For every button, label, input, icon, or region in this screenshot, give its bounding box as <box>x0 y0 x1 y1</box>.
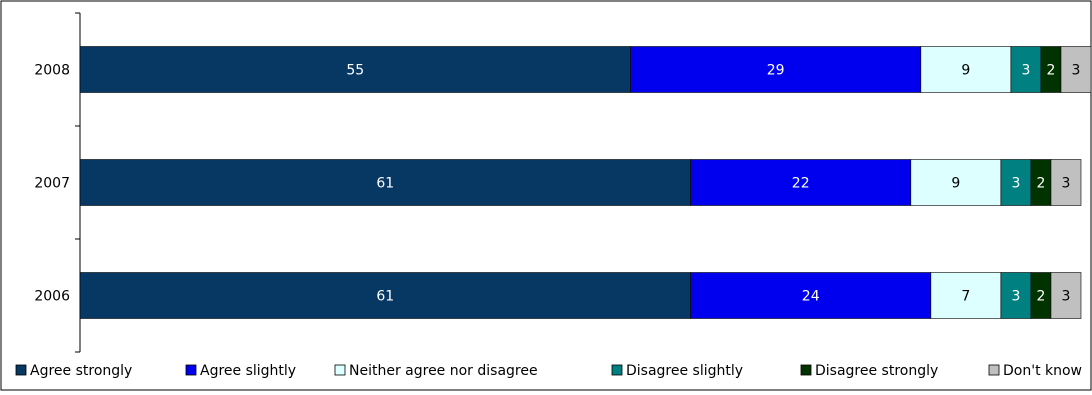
legend-label: Disagree strongly <box>815 363 938 379</box>
bar-data-label: 3 <box>1062 176 1071 192</box>
legend-swatch <box>611 364 623 376</box>
bar-segment <box>930 272 1002 319</box>
bar-segment <box>630 46 922 93</box>
bar-data-label: 29 <box>767 63 785 79</box>
bar-data-label: 7 <box>961 289 970 305</box>
legend-item: Agree slightly <box>185 363 296 379</box>
bar-data-label: 61 <box>376 289 394 305</box>
legend: Agree strongly Agree slightly Neither agre… <box>15 363 1082 379</box>
legend-label: Disagree slightly <box>626 363 743 379</box>
bar-segment <box>1000 159 1032 206</box>
legend-label: Neither agree nor disagree <box>349 363 538 379</box>
legend-item: Agree strongly <box>15 363 132 379</box>
bar-segment <box>1050 272 1082 319</box>
bar-data-label: 9 <box>951 176 960 192</box>
bar-segment <box>1050 159 1082 206</box>
bar-segment <box>690 272 932 319</box>
bar-segment <box>79 46 631 93</box>
bar-data-label: 3 <box>1072 63 1081 79</box>
bar-data-label: 2 <box>1046 63 1055 79</box>
legend-item: Disagree strongly <box>800 363 938 379</box>
legend-swatch <box>15 364 27 376</box>
category-tick-label: 2008 <box>34 63 70 79</box>
bar-segment <box>910 159 1002 206</box>
bar-data-label: 3 <box>1011 289 1020 305</box>
bar-segment <box>1010 46 1042 93</box>
bar-segment <box>920 46 1012 93</box>
bar-segment <box>79 159 691 206</box>
legend-label: Agree strongly <box>30 363 132 379</box>
legend-item: Neither agree nor disagree <box>334 363 538 379</box>
category-tick-label: 2007 <box>34 176 70 192</box>
bar-segment <box>79 272 691 319</box>
legend-label: Agree slightly <box>200 363 296 379</box>
bar-data-label: 61 <box>376 176 394 192</box>
bar-segment <box>1000 272 1032 319</box>
bar-data-label: 3 <box>1021 63 1030 79</box>
bar-data-label: 3 <box>1011 176 1020 192</box>
bar-data-label: 22 <box>792 176 810 192</box>
bar-data-label: 2 <box>1036 289 1045 305</box>
bar-data-label: 9 <box>961 63 970 79</box>
bar-data-label: 24 <box>802 289 820 305</box>
legend-swatch <box>800 364 812 376</box>
legend-label: Don't know <box>1003 363 1082 379</box>
legend-item: Disagree slightly <box>611 363 743 379</box>
bar-data-label: 2 <box>1036 176 1045 192</box>
category-tick-label: 2006 <box>34 289 70 305</box>
legend-swatch <box>988 364 1000 376</box>
bar-segment <box>1060 46 1092 93</box>
bars: 55 29 9 3 2 361 22 9 3 2 361 24 7 3 2 3 <box>79 46 1092 319</box>
bar-data-label: 55 <box>346 63 364 79</box>
legend-swatch <box>185 364 197 376</box>
legend-swatch <box>334 364 346 376</box>
bar-data-label: 3 <box>1062 289 1071 305</box>
legend-item: Don't know <box>988 363 1082 379</box>
